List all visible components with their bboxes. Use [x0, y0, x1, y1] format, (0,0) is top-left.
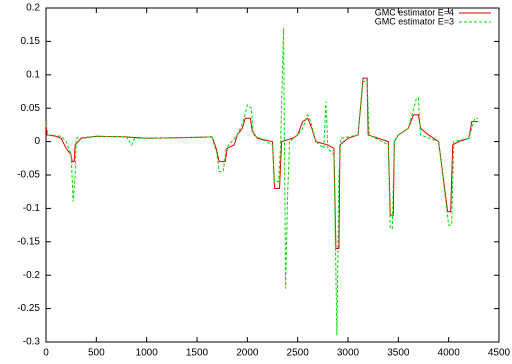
legend-label: GMC estimator E=3	[375, 16, 454, 26]
y-tick-label: 0.2	[26, 3, 40, 14]
x-tick-label: 2500	[287, 348, 310, 359]
x-tick-label: 3000	[337, 348, 360, 359]
y-tick-label: -0.05	[17, 170, 40, 181]
y-tick-label: -0.1	[23, 203, 41, 214]
x-tick-label: 2000	[236, 348, 259, 359]
plot-frame	[45, 7, 500, 343]
y-tick-label: -0.15	[17, 236, 40, 247]
y-tick-label: 0.15	[21, 36, 41, 47]
y-tick-label: 0	[34, 136, 40, 147]
y-tick-label: -0.2	[23, 270, 41, 281]
y-tick-label: -0.25	[17, 303, 40, 314]
x-tick-label: 1500	[186, 348, 209, 359]
x-tick-label: 4500	[488, 348, 511, 359]
x-tick-label: 0	[43, 348, 49, 359]
series-line	[45, 77, 478, 249]
legend-label: GMC estimator E=4	[375, 7, 454, 17]
x-tick-label: 3500	[387, 348, 410, 359]
series-line	[45, 28, 478, 336]
x-tick-label: 1000	[136, 348, 159, 359]
y-tick-label: -0.3	[23, 337, 41, 348]
x-tick-label: 4000	[438, 348, 461, 359]
y-tick-label: 0.05	[21, 103, 41, 114]
y-tick-label: 0.1	[26, 69, 40, 80]
x-tick-label: 500	[88, 348, 105, 359]
